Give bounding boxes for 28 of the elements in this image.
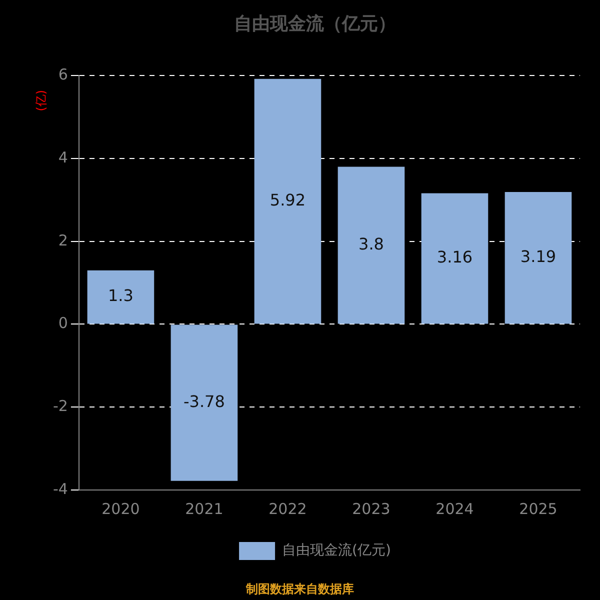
y-tick-label: 4	[58, 148, 68, 166]
x-tick-label: 2021	[185, 500, 224, 518]
x-tick-label: 2024	[436, 500, 474, 518]
data-label: 5.92	[270, 190, 306, 210]
data-label: -3.78	[184, 392, 225, 411]
x-tick-label: 2022	[268, 500, 307, 518]
bar	[504, 192, 572, 324]
data-label: 3.19	[520, 247, 556, 266]
x-tick-label: 2025	[519, 500, 558, 518]
y-tick-label: 2	[58, 231, 68, 250]
y-tick-label: 0	[58, 314, 68, 332]
data-label: 3.16	[436, 248, 473, 267]
legend-label: 自由现金流(亿元)	[282, 542, 391, 559]
text: 制图数据来自数据库	[245, 582, 354, 596]
y-tick-label: -4	[52, 480, 68, 498]
bar	[338, 166, 405, 324]
x-tick-label: 2020	[102, 500, 140, 518]
chart-title: 自由现金流（亿元）	[234, 13, 396, 34]
bar	[87, 270, 154, 324]
y-tick-label: 6	[58, 65, 68, 84]
x-tick-label: 2023	[352, 500, 390, 518]
y-tick-label: -2	[52, 397, 68, 416]
data-label: 3.8	[358, 234, 384, 254]
bar	[170, 324, 238, 481]
bar	[421, 193, 488, 324]
data-label: 1.3	[108, 286, 134, 306]
bar	[254, 78, 322, 324]
y-axis-title: (亿)	[34, 90, 48, 112]
